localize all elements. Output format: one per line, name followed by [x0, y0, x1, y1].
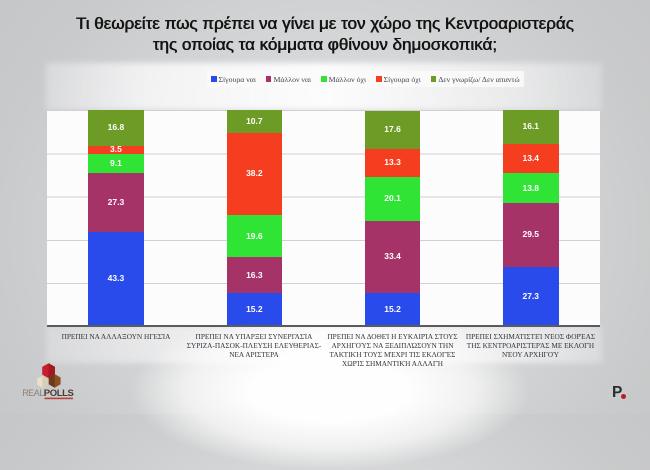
svg-text:POLLS: POLLS: [44, 388, 74, 399]
svg-text:REAL: REAL: [22, 388, 44, 398]
